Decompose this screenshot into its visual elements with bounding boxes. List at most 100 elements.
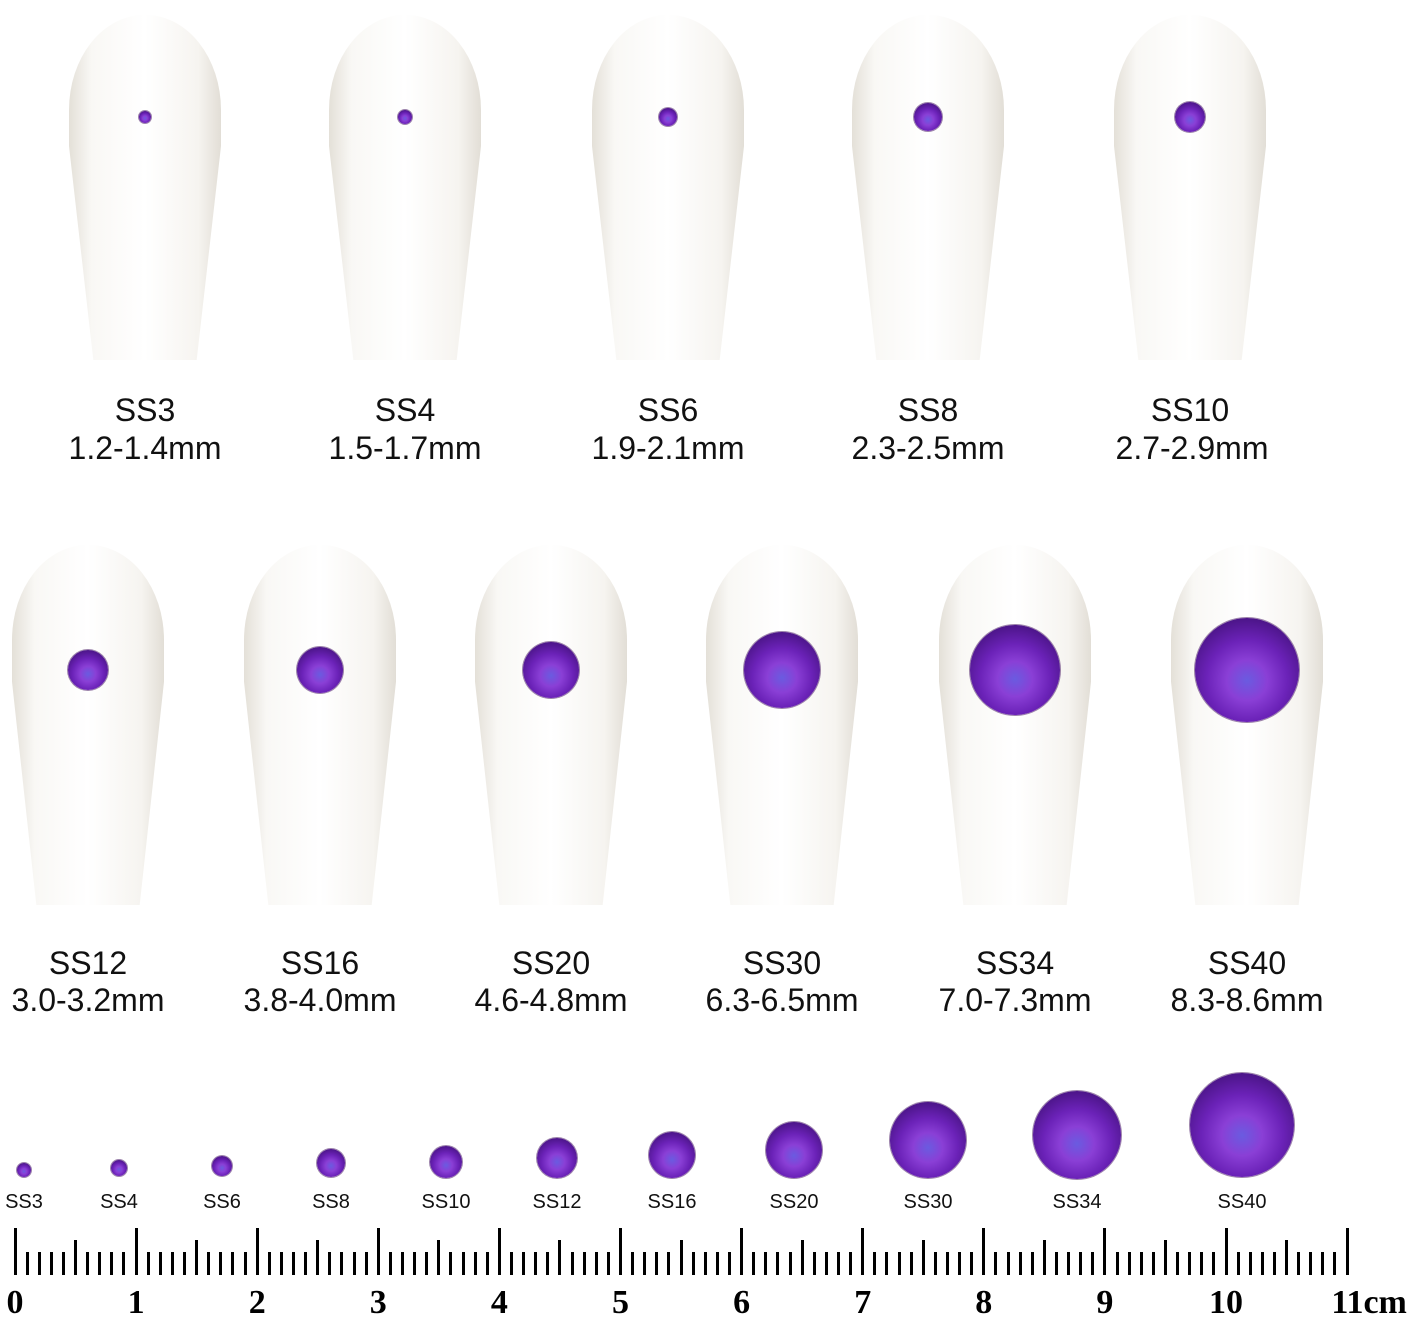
ruler-number: 11cm — [1331, 1284, 1407, 1321]
mm-range-label: 8.3-8.6mm — [1170, 982, 1324, 1018]
ruler-tick — [594, 1252, 598, 1275]
mm-range-label: 7.0-7.3mm — [938, 982, 1092, 1018]
ruler-tick — [49, 1252, 53, 1275]
ruler-number: 4 — [490, 1284, 508, 1321]
rhinestone — [970, 625, 1060, 715]
ruler-tick — [461, 1252, 465, 1275]
nail-shape — [1171, 545, 1323, 905]
rhinestone — [317, 1149, 345, 1177]
ruler-tick — [764, 1252, 768, 1275]
nail — [1171, 545, 1323, 905]
ruler-tick — [1163, 1240, 1167, 1275]
strip-size-label: SS10 — [421, 1191, 471, 1213]
size-label: SS30 — [742, 945, 822, 981]
nail-shape — [329, 15, 481, 360]
rhinestone — [766, 1122, 822, 1178]
ruler-tick — [98, 1252, 102, 1275]
ruler-tick — [243, 1252, 247, 1275]
ruler-tick — [1236, 1252, 1240, 1275]
ruler-tick — [74, 1240, 78, 1275]
ruler-tick — [958, 1252, 962, 1275]
ruler-tick — [631, 1252, 635, 1275]
rhinestone — [398, 110, 412, 124]
ruler-tick — [994, 1252, 998, 1275]
ruler-tick — [933, 1252, 937, 1275]
ruler-tick — [522, 1252, 526, 1275]
mm-range-label: 1.9-2.1mm — [591, 430, 745, 466]
ruler-tick — [1285, 1240, 1289, 1275]
rhinestone — [914, 103, 942, 131]
ruler-tick — [473, 1252, 477, 1275]
ruler-tick — [800, 1240, 804, 1275]
nail — [1114, 15, 1266, 360]
mm-range-label: 3.0-3.2mm — [11, 982, 165, 1018]
ruler-tick — [510, 1252, 513, 1275]
ruler-tick — [885, 1252, 889, 1275]
mm-range-label: 6.3-6.5mm — [705, 982, 859, 1018]
ruler-tick — [1103, 1228, 1107, 1275]
nail-shape — [475, 545, 627, 905]
ruler-number: 5 — [612, 1284, 629, 1321]
ruler-tick — [1297, 1252, 1301, 1275]
ruler-tick — [836, 1252, 840, 1275]
ruler-number: 2 — [248, 1284, 266, 1321]
nail-shape — [69, 15, 221, 360]
ruler-tick — [376, 1228, 380, 1275]
strip-size-label: SS34 — [1052, 1191, 1102, 1213]
rhinestone — [68, 650, 108, 690]
ruler-tick — [497, 1228, 501, 1275]
ruler-tick — [824, 1252, 828, 1275]
ruler-tick — [1151, 1252, 1155, 1275]
ruler-tick — [873, 1252, 877, 1275]
ruler-tick — [679, 1240, 683, 1275]
ruler-tick — [449, 1252, 453, 1275]
nail-shape — [852, 15, 1004, 360]
ruler-tick — [970, 1252, 974, 1275]
ruler-tick — [364, 1252, 368, 1275]
ruler-tick — [1176, 1252, 1180, 1275]
rhinestone — [1033, 1091, 1121, 1179]
nail-shape — [244, 545, 396, 905]
ruler-number: 7 — [854, 1284, 872, 1321]
nail-shape — [12, 545, 164, 905]
ruler-tick — [340, 1252, 344, 1275]
mm-range-label: 2.7-2.9mm — [1115, 430, 1269, 466]
rhinestone — [111, 1160, 127, 1176]
rhinestone — [523, 642, 579, 698]
ruler-tick — [388, 1252, 392, 1275]
ruler-tick — [1345, 1228, 1349, 1275]
ruler-tick — [1067, 1252, 1071, 1275]
rhinestone — [659, 108, 677, 126]
ruler-tick — [170, 1252, 174, 1275]
ruler-tick — [207, 1252, 211, 1275]
ruler-tick — [122, 1252, 126, 1275]
nail-shape — [592, 15, 744, 360]
ruler-tick — [776, 1252, 780, 1275]
nail-shape — [1114, 15, 1266, 360]
ruler-tick — [13, 1228, 17, 1275]
ruler-tick — [1006, 1252, 1010, 1275]
ruler-tick — [619, 1228, 622, 1275]
ruler-number: 6 — [733, 1284, 751, 1321]
ruler-tick — [1224, 1228, 1228, 1275]
rhinestone — [297, 647, 343, 693]
ruler-tick — [231, 1252, 235, 1275]
ruler-tick — [703, 1252, 707, 1275]
ruler-tick — [1030, 1252, 1034, 1275]
ruler-tick — [485, 1252, 489, 1275]
ruler-tick — [1139, 1252, 1143, 1275]
ruler-tick — [982, 1228, 986, 1275]
ruler-tick — [304, 1252, 308, 1275]
size-label: SS16 — [280, 945, 360, 981]
ruler-tick — [1212, 1252, 1216, 1275]
nail — [706, 545, 858, 905]
ruler-tick — [643, 1252, 647, 1275]
ruler-tick — [861, 1228, 865, 1275]
ruler-tick — [195, 1240, 199, 1275]
ruler-tick — [1188, 1252, 1192, 1275]
ruler-tick — [1042, 1240, 1046, 1275]
rhinestone — [430, 1146, 462, 1178]
ruler-tick — [788, 1252, 792, 1275]
ruler-tick — [1309, 1252, 1313, 1275]
nail — [244, 545, 396, 905]
